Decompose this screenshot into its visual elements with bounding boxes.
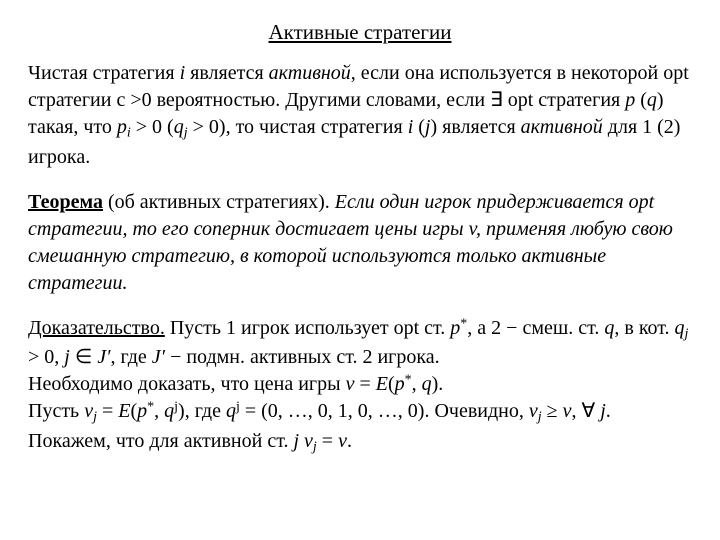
var-p: p	[395, 373, 405, 395]
var-q: q	[604, 317, 614, 339]
sub-j: j	[685, 326, 689, 341]
paragraph-definition: Чистая стратегия i является активной, ес…	[28, 60, 692, 170]
var-v: v	[563, 400, 572, 422]
proof-label: Доказательство.	[28, 317, 165, 339]
paragraph-proof: Доказательство. Пусть 1 игрок использует…	[28, 315, 692, 457]
var-q: q	[164, 400, 174, 422]
text: ), где	[178, 400, 226, 422]
text: ,	[154, 400, 164, 422]
text: Пусть	[28, 400, 84, 422]
var-p: p	[137, 400, 147, 422]
text: − подмн. активных ст. 2 игрока.	[165, 346, 440, 368]
text: , а 2 − смеш. ст.	[467, 317, 604, 339]
text: является	[185, 62, 269, 84]
text: (об активных стратегиях).	[103, 191, 335, 213]
func-E: E	[376, 373, 388, 395]
slide-title: Активные стратегии	[28, 18, 692, 46]
set-Jprime: J′	[97, 346, 110, 368]
text: (	[635, 89, 647, 111]
text: Чистая стратегия	[28, 62, 180, 84]
var-q: q	[174, 116, 184, 138]
set-Jprime: J′	[152, 346, 165, 368]
text: ) является	[430, 116, 520, 138]
var-q: q	[226, 400, 236, 422]
text: > 0,	[28, 346, 64, 368]
text: , где	[111, 346, 152, 368]
text: , ∀	[572, 400, 601, 422]
var-p: p	[117, 116, 127, 138]
var-q: q	[422, 373, 432, 395]
var-v: v	[84, 400, 93, 422]
var-p: p	[625, 89, 635, 111]
func-E: E	[118, 400, 130, 422]
text: , в кот.	[614, 317, 674, 339]
text: > 0), то чистая стратегия	[188, 116, 408, 138]
slide: Активные стратегии Чистая стратегия i яв…	[0, 0, 720, 457]
text: ,	[412, 373, 422, 395]
var-p: p	[450, 317, 460, 339]
text: = (0, …, 0, 1, 0, …, 0). Очевидно,	[240, 400, 529, 422]
term-active: активной	[269, 62, 351, 84]
text: =	[317, 430, 338, 452]
text: =	[97, 400, 118, 422]
text: (	[413, 116, 425, 138]
text: =	[354, 373, 375, 395]
text: ≥	[542, 400, 563, 422]
text: ).	[432, 373, 444, 395]
var-q: q	[675, 317, 685, 339]
text: .	[347, 430, 352, 452]
text: (	[388, 373, 395, 395]
var-q: q	[647, 89, 657, 111]
sup-star: *	[405, 373, 412, 388]
text: ∈	[70, 346, 97, 368]
paragraph-theorem: Теорема (об активных стратегиях). Если о…	[28, 189, 692, 297]
var-v: v	[529, 400, 538, 422]
text: > 0 (	[131, 116, 174, 138]
theorem-label: Теорема	[28, 191, 103, 213]
text: Необходимо доказать, что цена игры	[28, 373, 346, 395]
var-v: v	[338, 430, 347, 452]
var-v: v	[304, 430, 313, 452]
text: Пусть 1 игрок использует opt ст.	[165, 317, 450, 339]
term-active: активной	[521, 116, 603, 138]
